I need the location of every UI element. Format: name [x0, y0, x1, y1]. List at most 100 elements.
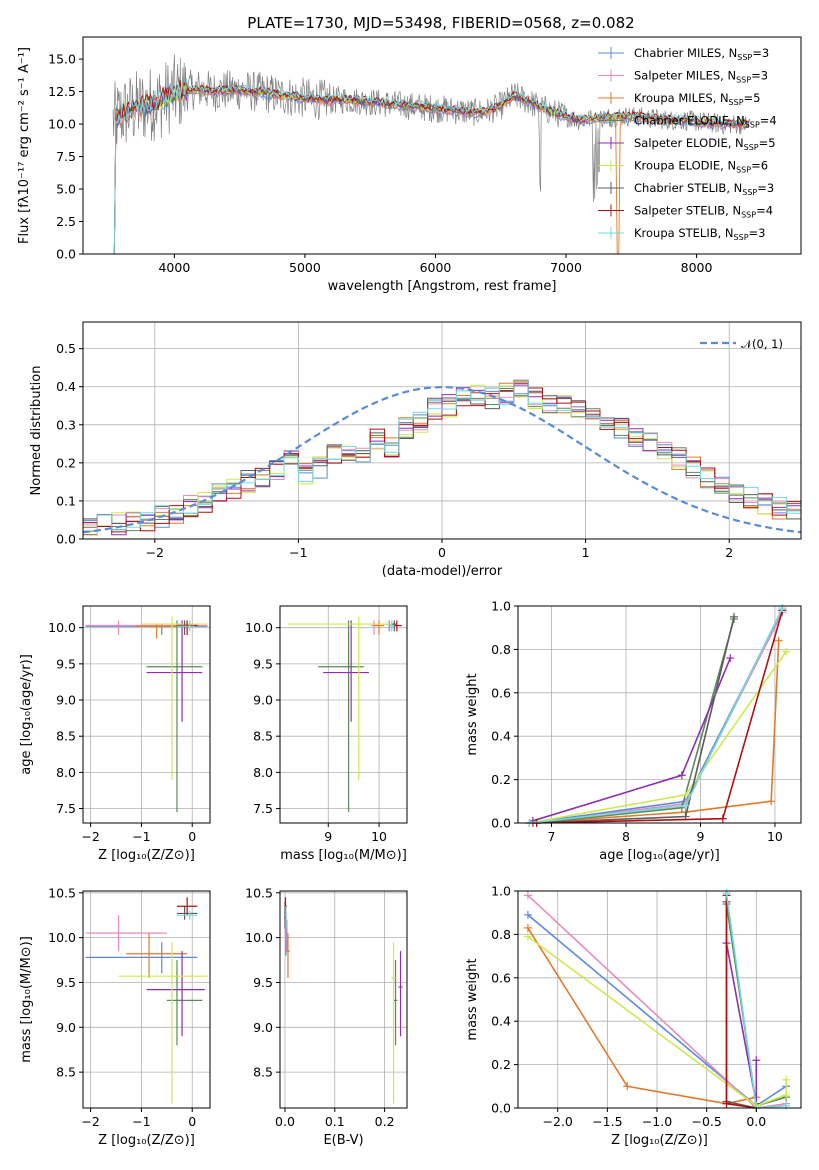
legend-label-tail: =3 [752, 46, 769, 60]
x-tick-label: 9 [324, 829, 332, 844]
y-tick-label: 10.0 [48, 930, 76, 945]
chart-age_vs_mass: 9 10 7.5 8.0 8.5 9.0 9.5 10.0 mass [log₁₀(M/M⊙)] [245, 605, 408, 863]
chart-spectrum: 4000 5000 6000 7000 8000 0.0 2.5 5.0 7.5 10.0 12.5… [17, 36, 802, 294]
x-axis-label: Z [log₁₀(Z/Z⊙)] [98, 1133, 195, 1148]
axes-frame [517, 605, 802, 824]
y-tick-label: 5.0 [56, 182, 76, 197]
x-tick-label: −1 [289, 545, 307, 560]
series-kroupa_miles [527, 927, 757, 1105]
y-tick-label: 0.8 [491, 642, 511, 657]
x-tick-label: 9 [696, 829, 704, 844]
y-tick-label: 0.0 [491, 1101, 511, 1116]
y-tick-label: 15.0 [48, 52, 76, 67]
x-tick-label: 7000 [550, 260, 582, 275]
y-tick-label: 9.0 [253, 693, 273, 708]
y-tick-label: 0.8 [491, 927, 511, 942]
plot-area [287, 616, 402, 813]
y-tick-label: 7.5 [253, 801, 273, 816]
y-tick-label: 0.3 [56, 417, 76, 432]
y-tick-label: 10.0 [245, 930, 273, 945]
y-tick-label: 9.5 [253, 656, 273, 671]
hist-kroupa_elodie [83, 384, 801, 539]
legend-label-tail: =6 [751, 159, 768, 173]
x-tick-label: 4000 [158, 260, 190, 275]
legend-label-sub: SSP [744, 143, 759, 152]
y-tick-label: 0.4 [491, 729, 511, 744]
legend-label-text: Salpeter ELODIE, N [634, 136, 744, 150]
x-tick-label: 0 [188, 1114, 196, 1129]
y-tick-label: 7.5 [56, 149, 76, 164]
figure-title: PLATE=1730, MJD=53498, FIBERID=0568, z=0… [247, 14, 634, 32]
y-tick-label: 8.5 [253, 729, 273, 744]
x-tick-label: −0.5 [691, 1114, 721, 1129]
legend-label-tail: =3 [751, 69, 768, 83]
y-tick-label: 0.6 [491, 685, 511, 700]
x-axis-label: wavelength [Angstrom, rest frame] [328, 279, 557, 294]
x-tick-label: 0 [188, 829, 196, 844]
x-tick-label: 0.0 [746, 1114, 766, 1129]
y-tick-label: 0.0 [491, 816, 511, 831]
x-tick-label: −2.0 [543, 1114, 573, 1129]
legend-label-salpeter_elodie: Salpeter ELODIE, NSSP=5 [634, 136, 776, 152]
x-axis-label: mass [log₁₀(M/M⊙)] [280, 848, 407, 863]
x-axis-label: (data-model)/error [382, 564, 503, 579]
legend-label-text: Salpeter MILES, N [634, 69, 736, 83]
chart-residuals: −2 −1 0 1 2 0.0 0.1 0.2 0.3 0.4 0.5 (data-model)/er… [29, 321, 802, 579]
y-axis-label: mass weight [465, 958, 480, 1040]
chart-mass_vs_Z: −2 −1 0 8.5 9.0 9.5 10.0 10.5 Z [log₁₀(Z/Z⊙)] mas… [19, 885, 211, 1148]
chart-age_vs_Z: −2 −1 0 7.5 8.0 8.5 9.0 9.5 10.0 Z [log₁₀(Z/Z⊙)] a… [19, 605, 211, 863]
x-tick-label: 0 [438, 545, 446, 560]
x-tick-label: 10 [767, 829, 783, 844]
y-tick-label: 2.5 [56, 214, 76, 229]
plot-area [112, 54, 752, 254]
legend-label-tail: =5 [744, 91, 761, 105]
axes-frame [279, 890, 408, 1109]
model-spectrum-kroupa_stelib [113, 78, 750, 254]
legend-label-kroupa_stelib: Kroupa STELIB, NSSP=3 [634, 226, 765, 242]
series-salpeter_miles [536, 612, 784, 824]
x-tick-label: −2 [146, 545, 164, 560]
x-tick-label: −1.0 [642, 1114, 672, 1129]
legend-label-text: Chabrier ELODIE, N [634, 114, 745, 128]
y-tick-label: 0.4 [491, 1014, 511, 1029]
x-tick-label: 8 [622, 829, 630, 844]
chart-massweight_vs_Z: −2.0 −1.5 −1.0 −0.5 0.0 0.0 0.2 0.4 0.6 0.8 1.0 Z [… [465, 884, 802, 1148]
series-chabrier_miles [529, 609, 784, 824]
y-axis-label: Normed distribution [29, 366, 44, 496]
y-tick-label: 8.0 [253, 765, 273, 780]
x-tick-label: −1 [132, 1114, 150, 1129]
y-axis-label: mass [log₁₀(M/M⊙)] [19, 936, 34, 1063]
x-tick-label: 0.2 [375, 1114, 395, 1129]
legend-label-sub: SSP [729, 98, 744, 107]
legend-label-text: Kroupa STELIB, N [634, 226, 734, 240]
y-tick-label: 0.0 [56, 247, 76, 262]
axes-frame [517, 890, 802, 1109]
axes-frame [82, 605, 211, 824]
y-tick-label: 9.5 [56, 656, 76, 671]
legend-label-sub: SSP [734, 233, 749, 242]
chart-mass_vs_ebv: 0.0 0.1 0.2 8.5 9.0 9.5 10.0 10.5 E(B-V) [245, 885, 408, 1148]
legend-label-sub: SSP [737, 53, 752, 62]
y-tick-label: 0.0 [56, 532, 76, 547]
legend-normal-label: 𝒩(0, 1) [741, 337, 783, 351]
y-tick-label: 12.5 [48, 84, 76, 99]
plot-area [85, 616, 208, 813]
x-tick-label: 2 [725, 545, 733, 560]
y-tick-label: 9.5 [56, 975, 76, 990]
axes-frame [82, 36, 802, 255]
y-tick-label: 1.0 [491, 884, 511, 899]
legend-label-kroupa_elodie: Kroupa ELODIE, NSSP=6 [634, 159, 768, 175]
legend-label-tail: =3 [749, 226, 766, 240]
legend-label-tail: =5 [759, 136, 776, 150]
y-tick-label: 0.5 [56, 341, 76, 356]
x-axis-label: Z [log₁₀(Z/Z⊙)] [98, 848, 195, 863]
y-tick-label: 0.2 [491, 1057, 511, 1072]
y-tick-label: 9.0 [253, 1020, 273, 1035]
y-tick-label: 8.5 [253, 1065, 273, 1080]
x-axis-label: E(B-V) [323, 1133, 363, 1148]
y-axis-label: age [log₁₀(age/yr)] [19, 654, 34, 775]
series-kroupa_miles [529, 640, 780, 824]
legend-label-text: Chabrier MILES, N [634, 46, 737, 60]
x-tick-label: −1.5 [592, 1114, 622, 1129]
